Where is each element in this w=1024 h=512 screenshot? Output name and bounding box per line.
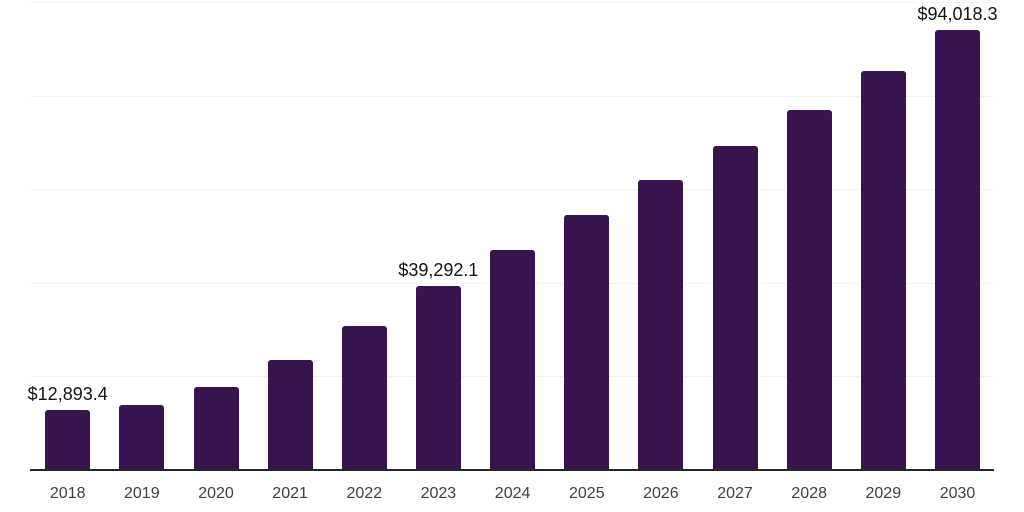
- x-tick-2029: 2029: [865, 485, 902, 502]
- x-tick-2025: 2025: [569, 485, 605, 502]
- bar-2019[interactable]: [119, 405, 165, 470]
- bar-2028[interactable]: [786, 109, 832, 470]
- x-tick-2019: 2019: [124, 485, 160, 502]
- x-axis-line: [30, 469, 994, 471]
- x-tick-2022: 2022: [346, 485, 383, 502]
- bar-2027[interactable]: [712, 146, 758, 470]
- x-tick-2020: 2020: [198, 485, 234, 502]
- x-tick-2030: 2030: [939, 485, 976, 502]
- bar-2018[interactable]: [45, 409, 91, 470]
- bar-2029[interactable]: [860, 71, 906, 470]
- gridline-100000: [30, 2, 994, 3]
- bar-2025[interactable]: [564, 214, 610, 470]
- x-tick-2018: 2018: [49, 485, 86, 502]
- x-tick-2024: 2024: [494, 485, 531, 502]
- x-tick-2027: 2027: [717, 485, 753, 502]
- x-tick-2026: 2026: [643, 485, 679, 502]
- bar-2024[interactable]: [490, 250, 536, 470]
- data-label-2023: $39,292.1: [398, 260, 479, 281]
- bar-2030[interactable]: [935, 30, 980, 470]
- gridline-80000: [30, 95, 994, 97]
- bar-2022[interactable]: [341, 325, 387, 470]
- bar-2026[interactable]: [638, 180, 684, 470]
- gridline-60000: [30, 189, 994, 191]
- bar-2023[interactable]: [415, 286, 461, 470]
- bar-2020[interactable]: [193, 387, 239, 470]
- data-label-2018: $12,893.4: [27, 383, 108, 404]
- data-label-2030: $94,018.3: [917, 4, 998, 24]
- bar-2021[interactable]: [267, 359, 313, 470]
- x-tick-2028: 2028: [791, 485, 827, 502]
- x-tick-2023: 2023: [420, 485, 457, 502]
- x-tick-2021: 2021: [272, 485, 308, 502]
